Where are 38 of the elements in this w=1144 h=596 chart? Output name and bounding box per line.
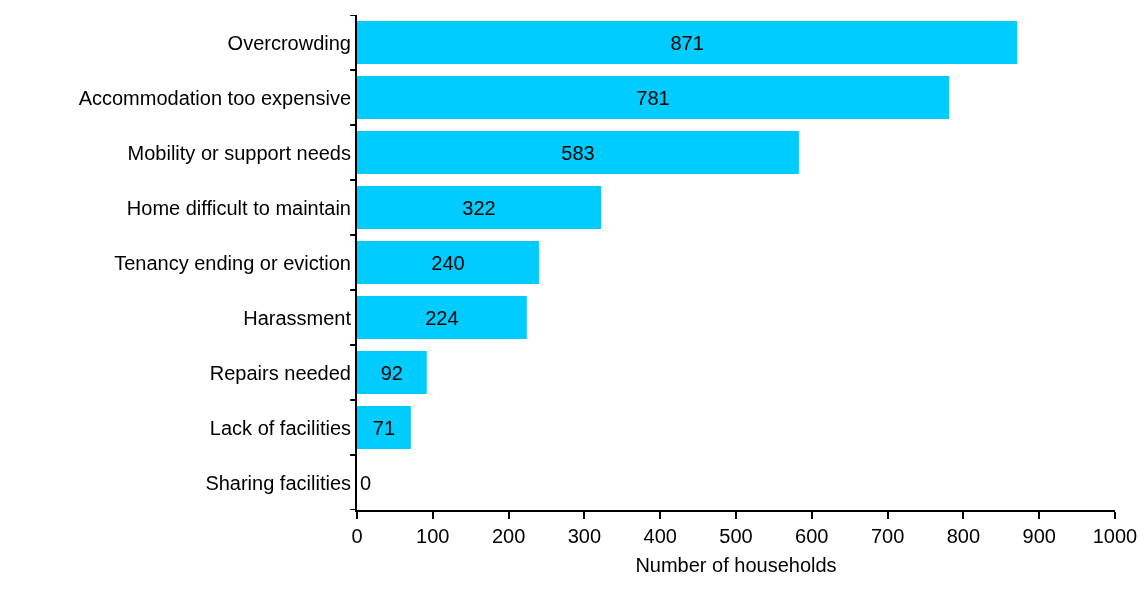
- data-label: 240: [431, 251, 465, 274]
- y-tick-label: Home difficult to maintain: [126, 196, 351, 219]
- x-tick-label: 800: [946, 525, 981, 547]
- data-label: 781: [636, 86, 670, 109]
- y-tick-label: Tenancy ending or eviction: [114, 251, 351, 274]
- data-label: 871: [670, 31, 704, 54]
- y-tick-label: Lack of facilities: [209, 416, 351, 439]
- y-tick-label: Sharing facilities: [205, 471, 351, 494]
- x-tick-label: 500: [719, 525, 753, 547]
- x-tick-label: 1000: [1092, 525, 1138, 547]
- bar: [357, 186, 602, 229]
- bar: [357, 406, 411, 449]
- x-tick-label: 700: [870, 525, 905, 547]
- bar: [357, 351, 427, 394]
- bar: [357, 131, 799, 174]
- bar: [357, 241, 539, 284]
- data-label: 92: [380, 361, 403, 384]
- bar: [357, 296, 527, 339]
- x-tick-label: 200: [491, 525, 526, 547]
- x-tick-label: 600: [795, 525, 829, 547]
- y-tick-label: Harassment: [243, 306, 352, 329]
- y-tick-label: Mobility or support needs: [127, 141, 351, 164]
- data-label: 583: [561, 141, 595, 164]
- y-tick-label: Overcrowding: [227, 31, 351, 54]
- data-label: 71: [372, 416, 396, 439]
- bar: [357, 21, 1018, 64]
- bar: [357, 76, 949, 119]
- x-tick-label: 400: [643, 525, 677, 547]
- x-tick-label: 0: [351, 525, 363, 547]
- y-tick-label: Accommodation too expensive: [78, 86, 351, 109]
- x-tick-label: 900: [1022, 525, 1056, 547]
- x-tick-label: 100: [416, 525, 450, 547]
- data-label: 224: [425, 306, 459, 329]
- y-tick-label: Repairs needed: [209, 361, 351, 384]
- data-label: 322: [462, 196, 496, 219]
- data-label: 0: [360, 471, 372, 494]
- x-tick-label: 300: [567, 525, 602, 547]
- x-axis-title: Number of households: [635, 554, 837, 576]
